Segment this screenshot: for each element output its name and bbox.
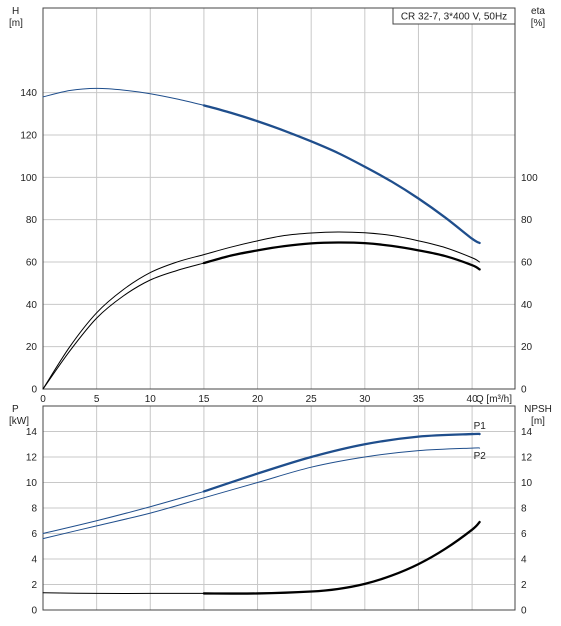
y-right-tick-label: 0 (521, 385, 527, 396)
y-left-tick-label: 10 (26, 478, 38, 489)
y-right-tick-label: 6 (521, 529, 527, 540)
y-right-tick-label: 8 (521, 504, 527, 515)
y-left-tick-label: 4 (31, 555, 37, 566)
y-right-tick-label: 4 (521, 555, 527, 566)
y-right-tick-label: 40 (521, 300, 533, 311)
x-tick-label: 0 (40, 394, 46, 405)
x-tick-label: 5 (94, 394, 100, 405)
x-tick-label: 30 (359, 394, 371, 405)
y-right-axis-unit: [m] (531, 416, 545, 427)
x-tick-label: 15 (198, 394, 210, 405)
x-tick-label: 35 (413, 394, 425, 405)
npsh-curve-thin (42, 592, 205, 594)
plot-frame (42, 405, 516, 611)
power-curve-thick (202, 432, 481, 493)
y-right-tick-label: 2 (521, 580, 527, 591)
efficiency-curve-thick (202, 241, 481, 271)
x-tick-label: 20 (252, 394, 264, 405)
y-left-tick-label: 60 (26, 258, 38, 269)
y-right-tick-label: 10 (521, 478, 533, 489)
x-tick-label: 10 (145, 394, 157, 405)
y-right-tick-label: 20 (521, 342, 533, 353)
head-curve-thick (202, 104, 481, 245)
efficiency-curve-thin (42, 231, 481, 390)
y-right-tick-label: 60 (521, 258, 533, 269)
chart-title: CR 32-7, 3*400 V, 50Hz (401, 12, 507, 23)
y-left-tick-label: 0 (31, 606, 37, 617)
y-left-tick-label: 120 (20, 131, 37, 142)
y-right-tick-label: 0 (521, 606, 527, 617)
y-right-tick-label: 80 (521, 215, 533, 226)
y-left-tick-label: 6 (31, 529, 37, 540)
y-left-axis-label: H (12, 6, 19, 17)
y-left-tick-label: 100 (20, 173, 37, 184)
y-left-tick-label: 8 (31, 504, 37, 515)
plot-frame (42, 7, 516, 390)
y-right-tick-label: 12 (521, 453, 533, 464)
y-right-axis-label: eta (531, 6, 545, 17)
title-box (392, 7, 516, 25)
y-left-axis-unit: [kW] (9, 416, 29, 427)
y-right-tick-label: 14 (521, 427, 533, 438)
series-label-p1: P1 (474, 421, 487, 432)
y-left-tick-label: 80 (26, 215, 38, 226)
x-axis-label: Q [m³/h] (476, 394, 512, 405)
y-left-tick-label: 140 (20, 88, 37, 99)
x-tick-label: 25 (306, 394, 318, 405)
x-tick-label: 40 (467, 394, 479, 405)
power-curve-thin (42, 490, 205, 534)
y-left-tick-label: 20 (26, 342, 38, 353)
y-left-tick-label: 12 (26, 453, 38, 464)
y-right-axis-unit: [%] (531, 18, 546, 29)
y-left-tick-label: 40 (26, 300, 38, 311)
y-right-tick-label: 100 (521, 173, 538, 184)
y-left-axis-label: P (12, 404, 19, 415)
efficiency-curve-thin (42, 262, 205, 390)
y-right-axis-label: NPSH (524, 404, 552, 415)
head-curve-thin (42, 87, 205, 106)
npsh-curve-thick (202, 520, 481, 595)
series-label-p2: P2 (474, 451, 487, 462)
y-left-tick-label: 0 (31, 385, 37, 396)
power-curve-thin (42, 447, 481, 540)
y-left-axis-unit: [m] (9, 18, 23, 29)
y-left-tick-label: 2 (31, 580, 37, 591)
y-left-tick-label: 14 (26, 427, 38, 438)
